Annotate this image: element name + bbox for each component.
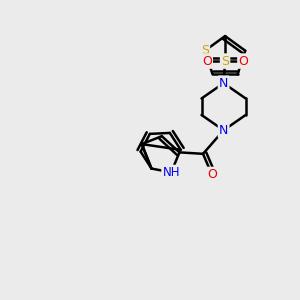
Text: S: S xyxy=(201,44,209,57)
Text: S: S xyxy=(221,55,229,68)
Text: NH: NH xyxy=(163,166,180,179)
Text: O: O xyxy=(238,55,248,68)
Text: N: N xyxy=(219,77,228,90)
Text: N: N xyxy=(219,124,228,137)
Text: O: O xyxy=(202,55,212,68)
Text: O: O xyxy=(207,168,217,181)
